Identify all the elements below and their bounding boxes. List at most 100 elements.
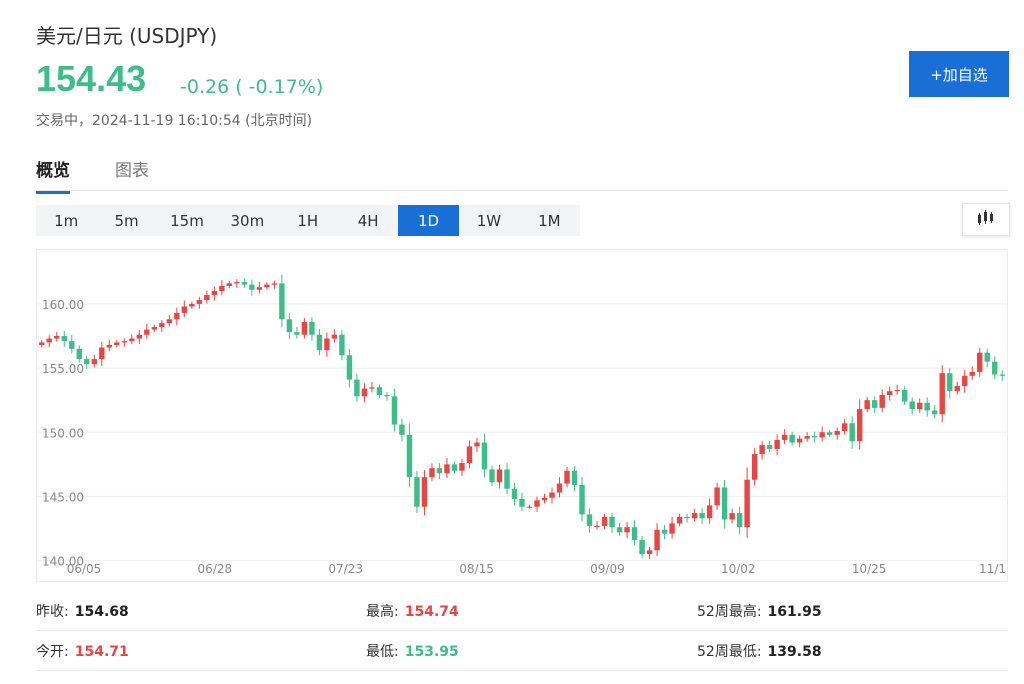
candle-body bbox=[879, 395, 885, 408]
candle-body bbox=[811, 436, 818, 438]
candle-body bbox=[616, 527, 623, 533]
candle-body bbox=[331, 334, 338, 339]
candle-body bbox=[294, 332, 300, 335]
x-tick-label: 06/05 bbox=[67, 562, 102, 576]
candle-body bbox=[871, 400, 878, 408]
candle-body bbox=[286, 319, 293, 333]
x-tick-label: 06/28 bbox=[198, 562, 233, 576]
range-30m[interactable]: 30m bbox=[230, 211, 265, 230]
range-1h[interactable]: 1H bbox=[297, 211, 319, 230]
candle-body bbox=[646, 550, 653, 555]
candle-body bbox=[556, 483, 563, 493]
candle-body bbox=[924, 402, 930, 411]
candle-body bbox=[699, 513, 705, 519]
instrument-title: 美元/日元 (USDJPY) bbox=[36, 24, 218, 48]
candle-body bbox=[346, 355, 353, 380]
candle-body bbox=[774, 439, 780, 449]
candle-body bbox=[639, 540, 645, 555]
candle-body bbox=[144, 329, 150, 335]
range-5m[interactable]: 5m bbox=[114, 211, 139, 230]
candle-body bbox=[856, 409, 863, 442]
candle-body bbox=[301, 321, 308, 335]
tab-chart[interactable]: 图表 bbox=[115, 161, 149, 181]
candle-body bbox=[189, 303, 195, 307]
candle-body bbox=[984, 352, 990, 362]
candle-body bbox=[631, 527, 638, 541]
candle-body bbox=[504, 469, 510, 489]
x-tick-label: 08/15 bbox=[459, 562, 494, 576]
time-range-selector: 1m 5m 15m 30m 1H 4H 1D 1W 1M bbox=[36, 205, 580, 236]
candle-body bbox=[736, 513, 743, 528]
candle-body bbox=[759, 445, 765, 455]
candle-body bbox=[684, 516, 690, 519]
candle-body bbox=[917, 402, 923, 410]
candle-body bbox=[414, 477, 420, 507]
x-tick-label: 11/1 bbox=[979, 562, 1006, 576]
candle-body bbox=[706, 505, 713, 519]
candle-body bbox=[234, 282, 240, 284]
candle-body bbox=[391, 396, 398, 425]
candle-body bbox=[541, 497, 548, 501]
range-1w[interactable]: 1W bbox=[476, 211, 502, 230]
candle-body bbox=[849, 423, 855, 442]
candle-body bbox=[939, 373, 945, 415]
candle-body bbox=[376, 387, 383, 396]
range-1d[interactable]: 1D bbox=[398, 205, 459, 236]
candle-body bbox=[624, 527, 630, 533]
candle-body bbox=[954, 386, 960, 392]
candle-body bbox=[901, 389, 908, 402]
range-4h[interactable]: 4H bbox=[357, 211, 379, 230]
candle-body bbox=[932, 410, 938, 415]
candle-body bbox=[999, 374, 1005, 376]
candle-body bbox=[819, 432, 825, 438]
candlestick-icon bbox=[976, 209, 996, 230]
candle-body bbox=[459, 463, 465, 471]
candle-body bbox=[977, 352, 983, 372]
candle-body bbox=[159, 323, 165, 328]
candle-body bbox=[796, 438, 803, 443]
candle-body bbox=[661, 529, 668, 534]
candle-body bbox=[496, 469, 503, 483]
tab-bar: 概览 图表 bbox=[36, 154, 1008, 194]
add-to-watchlist-button[interactable]: +加自选 bbox=[909, 51, 1009, 97]
candle-body bbox=[451, 464, 458, 471]
range-15m[interactable]: 15m bbox=[170, 211, 204, 230]
candle-body bbox=[729, 513, 735, 520]
candle-body bbox=[309, 321, 315, 335]
candle-body bbox=[219, 285, 225, 292]
candle-body bbox=[826, 432, 833, 435]
stats-row: 昨收: 154.68 最高: 154.74 52周最高: 161.95 bbox=[36, 592, 1008, 631]
candle-body bbox=[436, 468, 443, 474]
tab-overview[interactable]: 概览 bbox=[36, 156, 70, 194]
y-tick-label: 150.00 bbox=[42, 426, 84, 440]
candle-body bbox=[519, 498, 525, 507]
candle-body bbox=[601, 516, 608, 526]
candle-body bbox=[264, 284, 270, 288]
candle-body bbox=[947, 373, 953, 392]
range-1m[interactable]: 1m bbox=[54, 211, 79, 230]
y-tick-label: 160.00 bbox=[42, 298, 84, 312]
price-change: -0.26 ( -0.17%) bbox=[180, 76, 324, 98]
x-tick-label: 10/02 bbox=[721, 562, 756, 576]
x-tick-label: 09/09 bbox=[590, 562, 625, 576]
candle-body bbox=[181, 306, 188, 313]
chart-type-button[interactable] bbox=[962, 203, 1010, 236]
candle-body bbox=[571, 470, 578, 485]
candle-body bbox=[526, 506, 533, 508]
range-1mo[interactable]: 1M bbox=[538, 211, 561, 230]
candle-body bbox=[69, 341, 75, 349]
candle-body bbox=[241, 282, 248, 285]
candle-body bbox=[61, 336, 67, 342]
candle-body bbox=[669, 523, 675, 534]
candle-body bbox=[211, 291, 218, 295]
candle-body bbox=[136, 334, 143, 339]
candle-body bbox=[534, 500, 540, 507]
stat-low: 最低: 153.95 bbox=[366, 644, 459, 660]
candle-body bbox=[39, 342, 45, 345]
candle-body bbox=[174, 312, 180, 320]
candle-body bbox=[114, 342, 120, 345]
candle-body bbox=[714, 487, 720, 506]
candle-body bbox=[579, 484, 585, 515]
candle-body bbox=[256, 287, 263, 290]
